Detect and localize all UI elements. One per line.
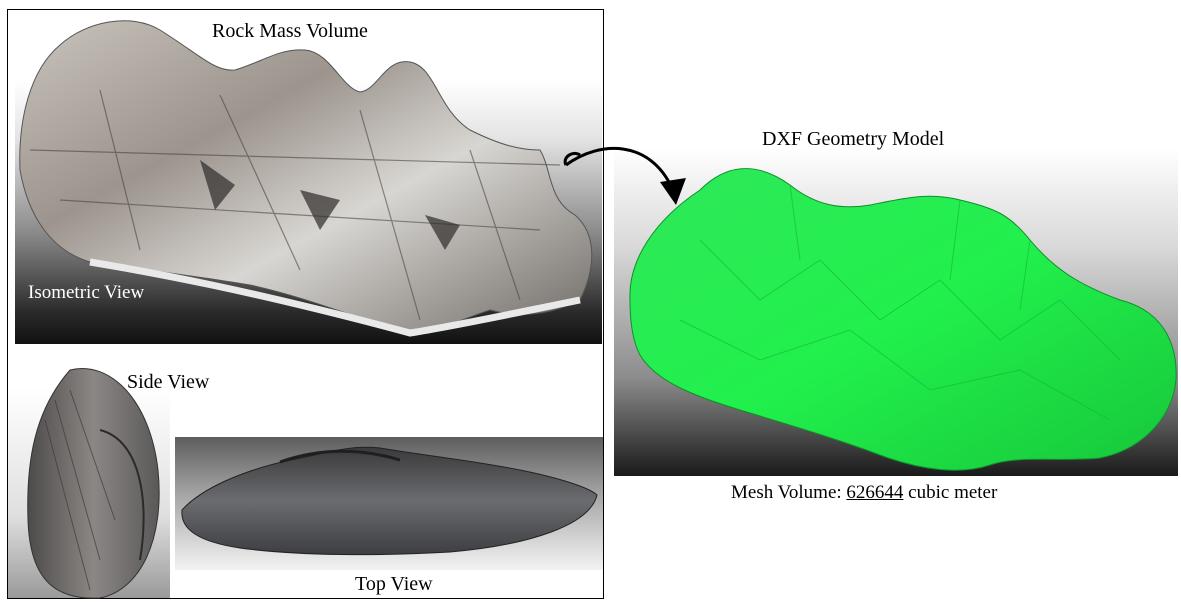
mesh-volume-caption: Mesh Volume: 626644 cubic meter xyxy=(731,482,997,504)
dxf-model-title: DXF Geometry Model xyxy=(762,128,945,150)
dxf-mesh-shape xyxy=(629,168,1177,471)
curved-arrow-icon xyxy=(563,147,686,205)
rock-mass-title: Rock Mass Volume xyxy=(212,20,368,42)
top-rock-shape xyxy=(181,446,598,556)
isometric-view-label: Isometric View xyxy=(28,282,145,303)
mesh-volume-unit: cubic meter xyxy=(903,482,998,503)
mesh-volume-value: 626644 xyxy=(846,482,904,503)
mesh-volume-prefix: Mesh Volume: xyxy=(731,482,847,503)
side-rock-shape xyxy=(27,368,160,599)
top-view-label: Top View xyxy=(355,573,433,595)
isometric-rock-shape xyxy=(19,20,593,337)
side-view-label: Side View xyxy=(127,371,210,393)
